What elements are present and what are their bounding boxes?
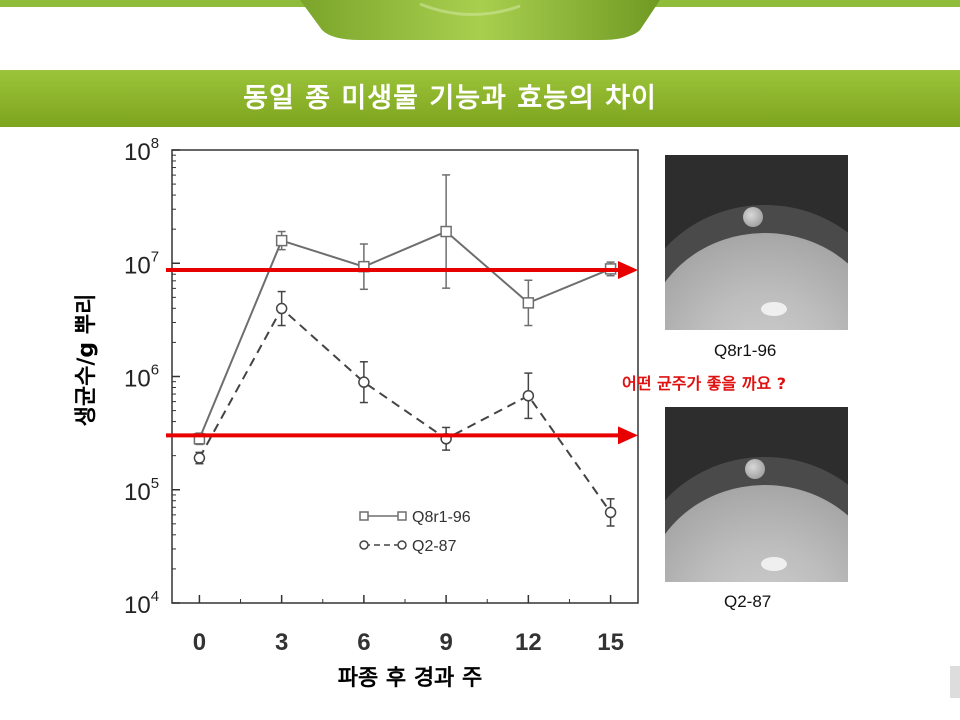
data-point-circle bbox=[275, 302, 288, 315]
data-point-circle bbox=[604, 506, 617, 519]
series-line-1 bbox=[198, 306, 612, 513]
x-axis-label: 파종 후 경과 주 bbox=[337, 666, 483, 691]
series-line-0 bbox=[198, 230, 611, 440]
legend-label: Q8r1-96 bbox=[412, 509, 471, 526]
data-point-circle bbox=[193, 452, 206, 464]
legend-marker bbox=[359, 511, 369, 521]
edge-block bbox=[950, 666, 960, 698]
y-tick-label: 107 bbox=[124, 248, 159, 279]
title-bar bbox=[0, 70, 960, 127]
y-tick-label: 105 bbox=[124, 475, 159, 506]
legend-marker bbox=[359, 540, 369, 550]
y-tick-label: 106 bbox=[124, 362, 159, 393]
x-tick-label: 15 bbox=[597, 629, 624, 656]
x-tick-label: 3 bbox=[275, 629, 288, 656]
photo-caption-q8r1: Q8r1-96 bbox=[714, 341, 777, 360]
x-tick-label: 6 bbox=[357, 629, 370, 656]
x-tick-label: 9 bbox=[439, 629, 452, 656]
y-tick-label: 104 bbox=[124, 588, 159, 619]
petri-dish-photo-q2 bbox=[665, 407, 848, 582]
petri-dish-photo-q8r1 bbox=[665, 155, 848, 330]
legend-label: Q2-87 bbox=[412, 538, 457, 555]
data-point-circle bbox=[358, 376, 370, 388]
reference-arrow-head bbox=[618, 426, 638, 445]
data-point-square bbox=[275, 234, 288, 247]
data-point-square bbox=[440, 225, 452, 238]
x-tick-label: 12 bbox=[515, 629, 542, 656]
x-tick-label: 0 bbox=[193, 629, 206, 656]
legend-marker bbox=[397, 540, 407, 550]
plot-frame bbox=[171, 149, 639, 604]
slide-title: 동일 종 미생물 기능과 효능의 차이 bbox=[243, 83, 657, 114]
y-tick-label: 108 bbox=[124, 135, 159, 166]
top-decorative-band bbox=[0, 0, 960, 40]
data-point-square bbox=[522, 297, 535, 309]
reference-arrow-head bbox=[618, 261, 638, 280]
photo-caption-q2: Q2-87 bbox=[724, 592, 772, 611]
question-text: 어떤 균주가 좋을 까요 ? bbox=[622, 374, 787, 393]
legend-marker bbox=[397, 511, 407, 521]
data-point-circle bbox=[522, 390, 535, 402]
